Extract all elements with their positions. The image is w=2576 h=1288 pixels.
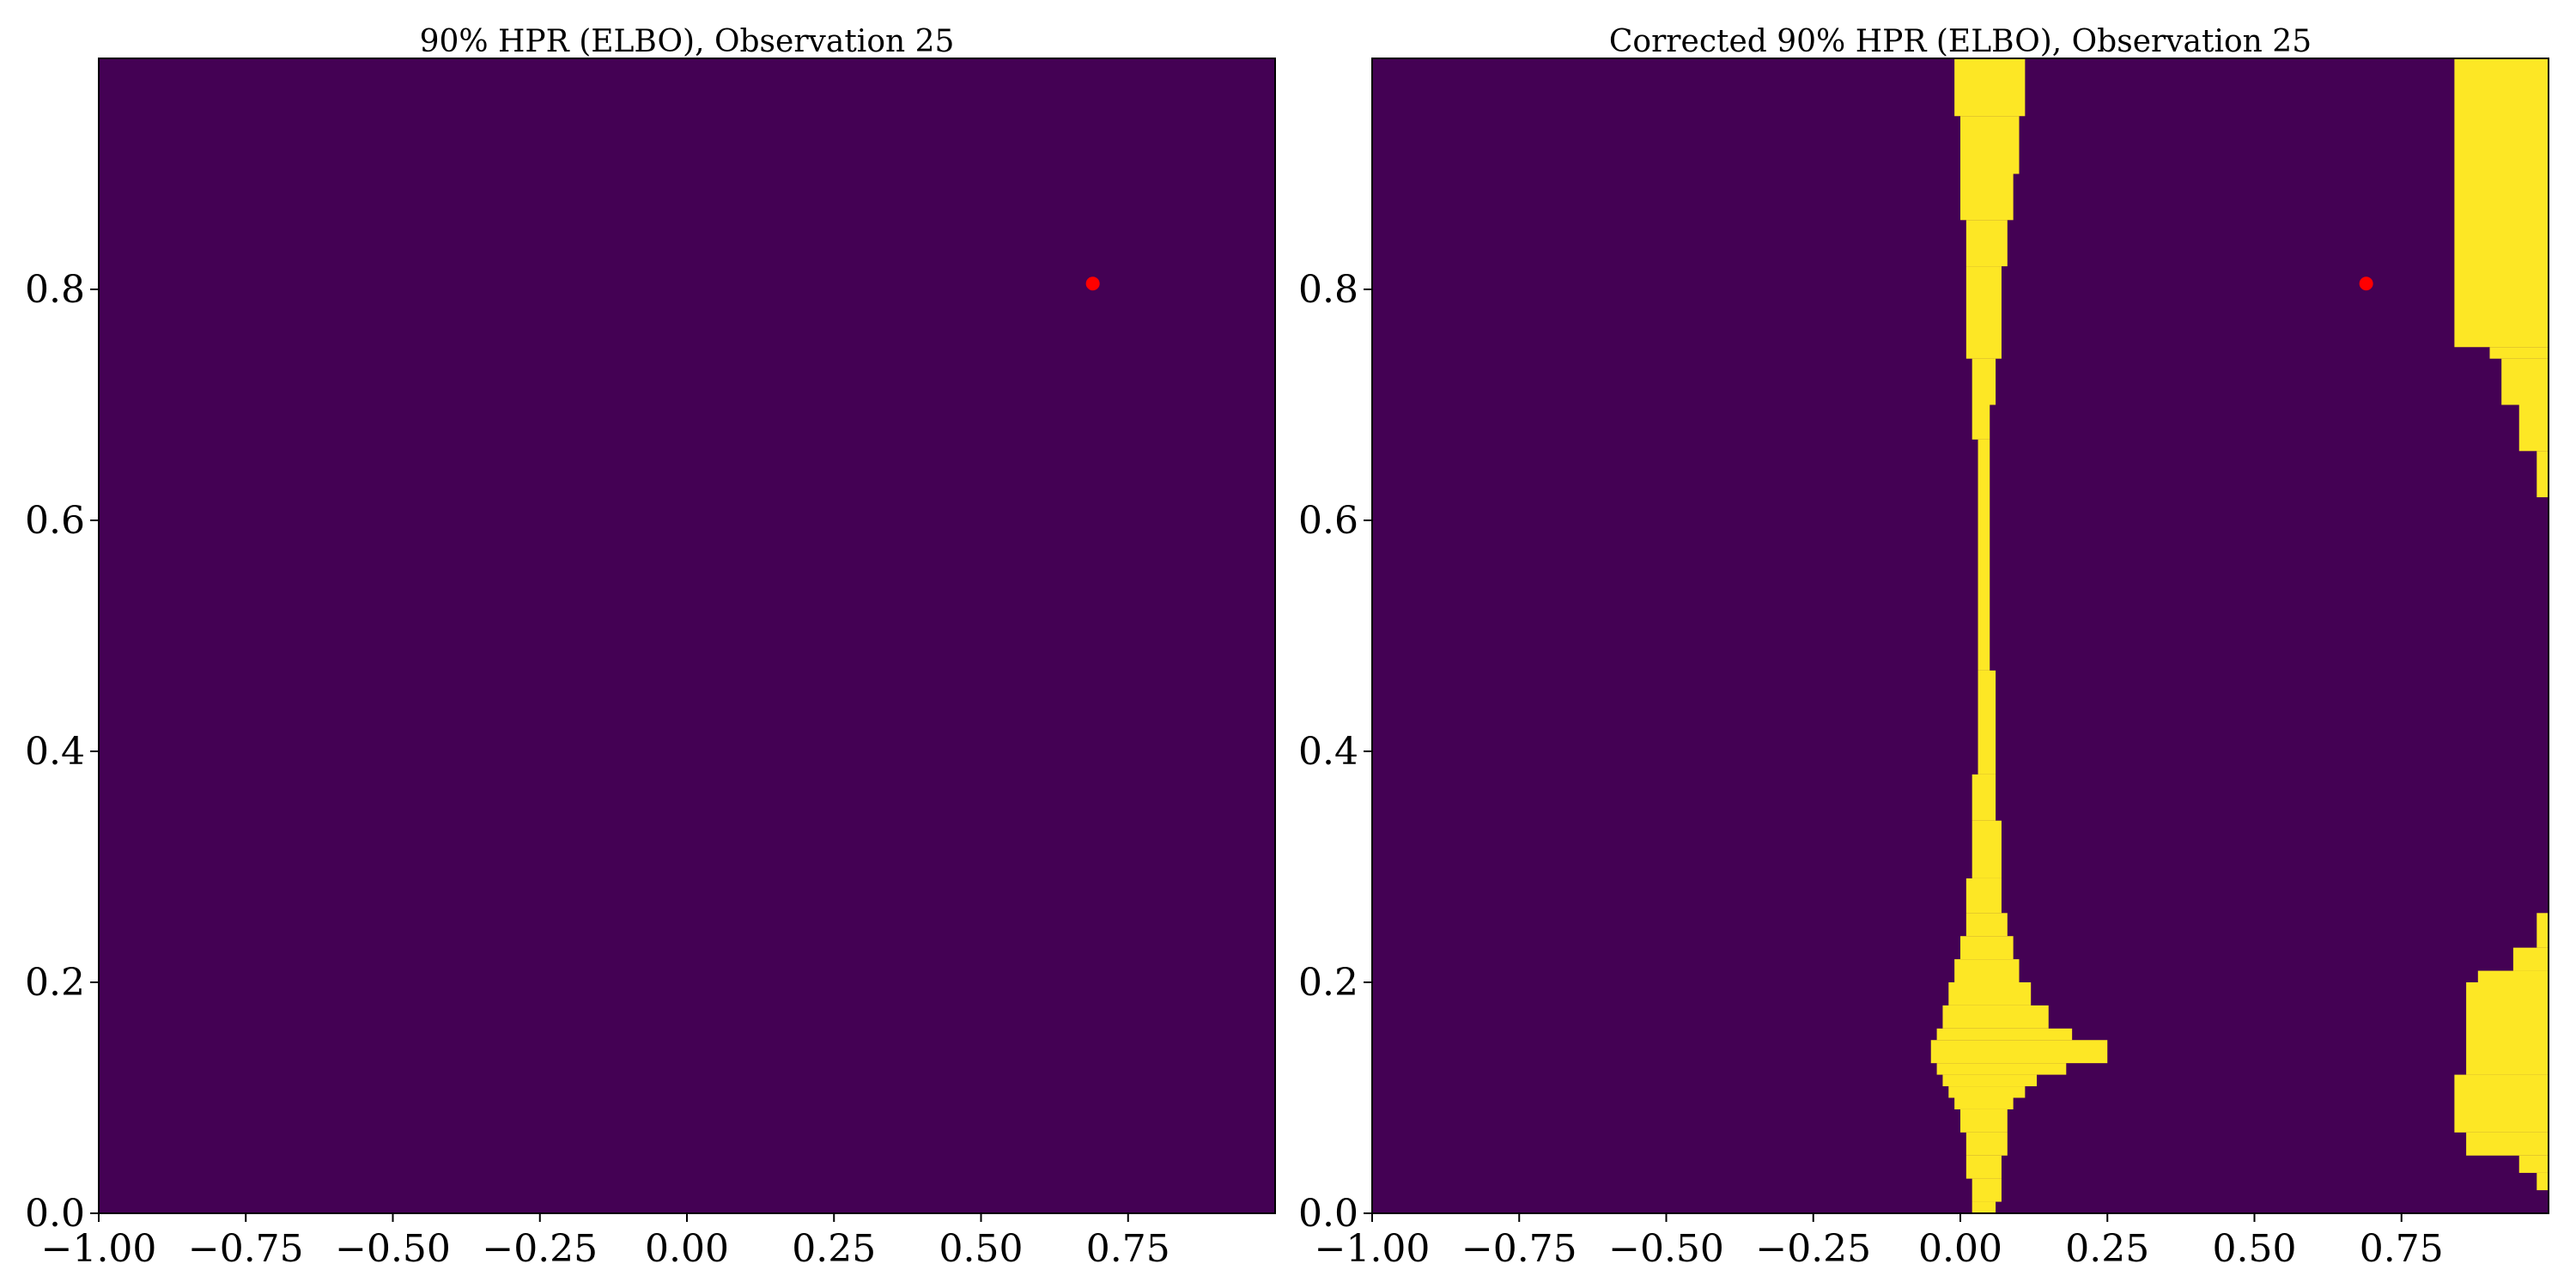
- hpr-region-cell: [1960, 936, 2014, 960]
- hpr-region-cell: [1954, 1097, 2014, 1109]
- hpr-region-cell: [2537, 1172, 2549, 1191]
- x-tick-label: −1.00: [1315, 1227, 1431, 1271]
- x-tick-label: 0.50: [2213, 1227, 2297, 1271]
- hpr-region-cell: [2454, 1074, 2549, 1133]
- hpr-region-cell: [1965, 1132, 2008, 1156]
- hpr-region-cell: [1971, 774, 1996, 821]
- y-tick-label: 0.4: [25, 730, 85, 774]
- hpr-region-cell: [1971, 358, 1996, 405]
- hpr-region-cell: [2466, 1132, 2549, 1156]
- hpr-region-cell: [1965, 1155, 2002, 1179]
- x-tick-label: −0.75: [188, 1227, 304, 1271]
- x-tick-label: 0.50: [939, 1227, 1024, 1271]
- hpr-region-cell: [1948, 982, 2032, 1005]
- hpr-region-cell: [1971, 1178, 2002, 1202]
- hpr-region-cell: [1971, 1201, 1996, 1213]
- x-tick-label: −0.50: [335, 1227, 451, 1271]
- y-tick-label: 0.2: [1298, 961, 1358, 1005]
- hpr-region-cell: [2489, 347, 2549, 359]
- x-tick-label: 0.00: [645, 1227, 729, 1271]
- y-axis: 0.0 0.2 0.4 0.6 0.8: [1298, 268, 1372, 1236]
- x-tick-label: −0.75: [1461, 1227, 1577, 1271]
- x-tick-label: −1.00: [41, 1227, 157, 1271]
- x-axis: −1.00 −0.75 −0.50 −0.25 0.00 0.25 0.50 0.75: [41, 1213, 1170, 1271]
- observation-point: [2359, 276, 2373, 291]
- hpr-region-cell: [2466, 982, 2549, 1075]
- hpr-region-layer: [1930, 58, 2549, 1213]
- hpr-region-cell: [1971, 820, 2002, 878]
- chart-title: Corrected 90% HPR (ELBO), Observation 25: [1609, 24, 2312, 59]
- hpr-region-cell: [2512, 947, 2549, 971]
- x-tick-label: 0.00: [1918, 1227, 2002, 1271]
- hpr-region-cell: [1942, 1074, 2038, 1087]
- hpr-region-cell: [2501, 358, 2549, 405]
- hpr-region-cell: [1978, 439, 1990, 671]
- chart-title: 90% HPR (ELBO), Observation 25: [420, 24, 955, 59]
- hpr-region-cell: [1954, 959, 2020, 982]
- y-tick-label: 0.4: [1298, 730, 1358, 774]
- hpr-region-cell: [1960, 173, 2014, 221]
- hpr-region-cell: [1930, 1040, 2108, 1064]
- hpr-region-cell: [1960, 1109, 2008, 1133]
- hpr-region-cell: [1965, 220, 2008, 267]
- y-tick-label: 0.2: [25, 961, 85, 1005]
- hpr-elbo-panel: −1.00 −0.75 −0.50 −0.25 0.00 0.25 0.50 0.75 0.0…: [25, 24, 1276, 1271]
- x-tick-label: 0.75: [2360, 1227, 2444, 1271]
- y-tick-label: 0.0: [25, 1192, 85, 1236]
- heatmap-background: [99, 58, 1275, 1213]
- hpr-region-cell: [2537, 451, 2549, 498]
- y-tick-label: 0.6: [1298, 499, 1358, 543]
- y-tick-label: 0.0: [1298, 1192, 1358, 1236]
- y-tick-label: 0.6: [25, 499, 85, 543]
- hpr-region-cell: [2518, 404, 2549, 452]
- x-tick-label: 0.25: [792, 1227, 876, 1271]
- hpr-region-cell: [1971, 404, 1990, 440]
- x-tick-label: 0.75: [1086, 1227, 1170, 1271]
- hpr-region-cell: [1978, 670, 1996, 775]
- hpr-region-cell: [2518, 1155, 2549, 1173]
- corrected-hpr-elbo-panel: −1.00 −0.75 −0.50 −0.25 0.00 0.25 0.50 0.75 0.0…: [1298, 24, 2549, 1271]
- hpr-region-cell: [2454, 58, 2549, 348]
- hpr-region-cell: [1965, 266, 2002, 359]
- x-tick-label: −0.25: [482, 1227, 598, 1271]
- x-tick-label: −0.25: [1755, 1227, 1871, 1271]
- y-axis: 0.0 0.2 0.4 0.6 0.8: [25, 268, 99, 1236]
- y-tick-label: 0.8: [1298, 268, 1358, 312]
- hpr-region-cell: [2537, 913, 2549, 948]
- hpr-region-cell: [1965, 913, 2008, 937]
- hpr-region-cell: [1942, 1005, 2049, 1029]
- hpr-region-cell: [1960, 116, 2020, 174]
- hpr-region-cell: [1965, 878, 2002, 914]
- hpr-region-cell: [1936, 1063, 2067, 1075]
- hpr-region-cell: [2477, 970, 2549, 982]
- y-tick-label: 0.8: [25, 268, 85, 312]
- hpr-region-cell: [1954, 58, 2026, 117]
- x-axis: −1.00 −0.75 −0.50 −0.25 0.00 0.25 0.50 0.75: [1315, 1213, 2444, 1271]
- hpr-region-cell: [1948, 1086, 2026, 1098]
- hpr-region-cell: [1936, 1028, 2073, 1041]
- observation-point: [1085, 276, 1100, 291]
- x-tick-label: 0.25: [2065, 1227, 2149, 1271]
- x-tick-label: −0.50: [1608, 1227, 1724, 1271]
